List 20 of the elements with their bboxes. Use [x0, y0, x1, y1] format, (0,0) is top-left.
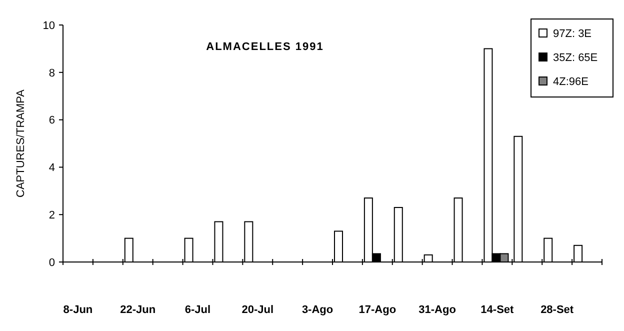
y-axis-title: CAPTURES/TRAMPA [15, 88, 27, 198]
y-tick-label: 6 [48, 114, 55, 127]
text: ALMACELLES 1991 [206, 41, 324, 53]
x-tick-label: 28-Set [540, 304, 574, 316]
y-tick-label: 8 [48, 67, 55, 80]
x-tick-label: 14-Set [480, 304, 514, 316]
y-tick-label: 10 [42, 20, 55, 32]
y-tick-label: 4 [48, 162, 55, 174]
y-tick-label: 2 [48, 209, 55, 222]
x-tick-label: 8-Jun [63, 304, 93, 316]
x-tick-label: 3-Ago [302, 304, 334, 316]
x-tick-label: 22-Jun [120, 304, 156, 316]
legend-label: 97Z: 3E [553, 28, 592, 40]
legend-label: 4Z:96E [553, 76, 588, 88]
x-tick-label: 31-Ago [418, 304, 456, 316]
legend-label: 35Z: 65E [553, 52, 598, 64]
x-tick-label: 20-Jul [242, 304, 274, 316]
y-tick-label: 0 [48, 256, 55, 269]
x-tick-label: 17-Ago [358, 304, 396, 316]
x-tick-label: 6-Jul [184, 304, 211, 316]
